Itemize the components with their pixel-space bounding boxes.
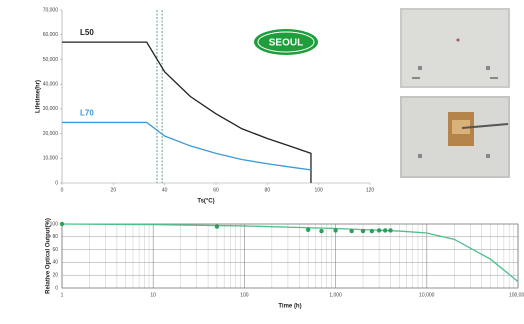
data-point <box>349 228 354 234</box>
y-tick-label: 40 <box>52 260 58 266</box>
x-tick-label: 10,000 <box>419 292 435 298</box>
y-tick-label: 60,000 <box>43 32 59 38</box>
data-point <box>319 228 324 234</box>
series-line <box>61 223 519 283</box>
series-line <box>62 41 312 183</box>
x-tick-label: 1,000 <box>329 292 342 298</box>
y-tick-label: 10,000 <box>43 156 59 162</box>
data-point <box>388 228 393 233</box>
photo-surface <box>402 10 508 86</box>
x-tick-label: 1 <box>61 292 64 298</box>
photo-detail <box>486 154 490 158</box>
x-tick-label: 80 <box>265 187 271 193</box>
x-axis-label: Ts(°C) <box>197 199 214 205</box>
y-tick-label: 20 <box>52 273 58 279</box>
x-axis-label: Time (h) <box>278 304 301 310</box>
y-axis-label: Lifetime(hr) <box>36 80 42 113</box>
y-tick-label: 70,000 <box>43 7 59 13</box>
y-tick-label: 50,000 <box>43 57 59 63</box>
x-tick-label: 0 <box>61 187 64 193</box>
data-point <box>360 228 366 234</box>
photo-detail <box>486 66 490 70</box>
data-point <box>333 228 338 233</box>
x-tick-label: 100 <box>240 292 249 298</box>
series-line <box>62 121 312 171</box>
y-tick-label: 20,000 <box>43 131 59 137</box>
y-tick-label: 80 <box>52 234 58 240</box>
x-tick-label: 100 <box>314 187 323 193</box>
data-point <box>376 228 382 233</box>
y-tick-label: 0 <box>55 285 58 291</box>
photo-bottom <box>400 96 510 178</box>
y-tick-label: 0 <box>55 180 58 186</box>
series-label: L50 <box>80 28 94 37</box>
x-tick-label: 100,000 <box>509 292 524 298</box>
x-tick-label: 120 <box>366 187 375 193</box>
data-point <box>369 228 375 234</box>
photo-detail <box>418 154 422 158</box>
y-tick-label: 100 <box>50 221 59 227</box>
data-point <box>214 224 220 229</box>
plot-frame <box>61 223 519 289</box>
data-point <box>383 228 388 233</box>
y-tick-label: 40,000 <box>43 81 59 87</box>
series-label: L70 <box>80 109 94 118</box>
data-point <box>305 227 311 232</box>
logo-badge <box>254 29 318 55</box>
photo-detail <box>418 66 422 70</box>
logo-ring <box>257 31 315 53</box>
x-tick-label: 20 <box>111 187 117 193</box>
photo-detail <box>456 38 460 42</box>
y-tick-label: 30,000 <box>43 106 59 112</box>
y-axis-label: Relative Optical Output(%) <box>46 218 52 294</box>
photo-detail <box>452 120 470 134</box>
y-tick-label: 60 <box>52 247 58 253</box>
x-tick-label: 10 <box>150 292 156 298</box>
logo-text: SEOUL <box>269 38 303 49</box>
photo-top <box>400 8 510 88</box>
x-tick-label: 40 <box>162 187 168 193</box>
photo-detail <box>461 123 509 129</box>
data-point <box>59 221 65 227</box>
x-tick-label: 60 <box>213 187 219 193</box>
